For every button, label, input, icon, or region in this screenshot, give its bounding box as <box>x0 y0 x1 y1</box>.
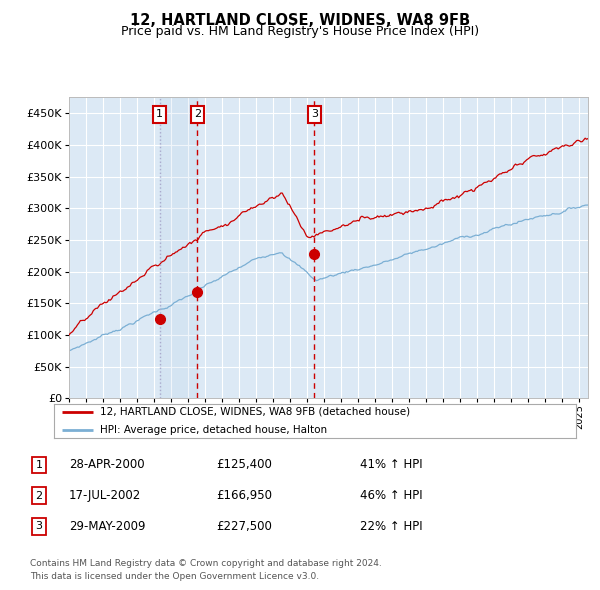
Text: 12, HARTLAND CLOSE, WIDNES, WA8 9FB: 12, HARTLAND CLOSE, WIDNES, WA8 9FB <box>130 13 470 28</box>
Text: 1: 1 <box>35 460 43 470</box>
Text: This data is licensed under the Open Government Licence v3.0.: This data is licensed under the Open Gov… <box>30 572 319 581</box>
Text: £125,400: £125,400 <box>216 458 272 471</box>
Text: 29-MAY-2009: 29-MAY-2009 <box>69 520 146 533</box>
Text: 17-JUL-2002: 17-JUL-2002 <box>69 489 141 502</box>
Text: 41% ↑ HPI: 41% ↑ HPI <box>360 458 422 471</box>
Text: 2: 2 <box>194 110 201 119</box>
Text: 12, HARTLAND CLOSE, WIDNES, WA8 9FB (detached house): 12, HARTLAND CLOSE, WIDNES, WA8 9FB (det… <box>100 407 410 417</box>
Text: 22% ↑ HPI: 22% ↑ HPI <box>360 520 422 533</box>
Text: HPI: Average price, detached house, Halton: HPI: Average price, detached house, Halt… <box>100 425 327 435</box>
Text: 46% ↑ HPI: 46% ↑ HPI <box>360 489 422 502</box>
Text: Contains HM Land Registry data © Crown copyright and database right 2024.: Contains HM Land Registry data © Crown c… <box>30 559 382 568</box>
Text: £166,950: £166,950 <box>216 489 272 502</box>
Text: Price paid vs. HM Land Registry's House Price Index (HPI): Price paid vs. HM Land Registry's House … <box>121 25 479 38</box>
Text: 3: 3 <box>35 522 43 531</box>
Text: 1: 1 <box>156 110 163 119</box>
Text: £227,500: £227,500 <box>216 520 272 533</box>
Bar <box>160 97 197 398</box>
Text: 28-APR-2000: 28-APR-2000 <box>69 458 145 471</box>
Text: 3: 3 <box>311 110 318 119</box>
Text: 2: 2 <box>35 491 43 500</box>
